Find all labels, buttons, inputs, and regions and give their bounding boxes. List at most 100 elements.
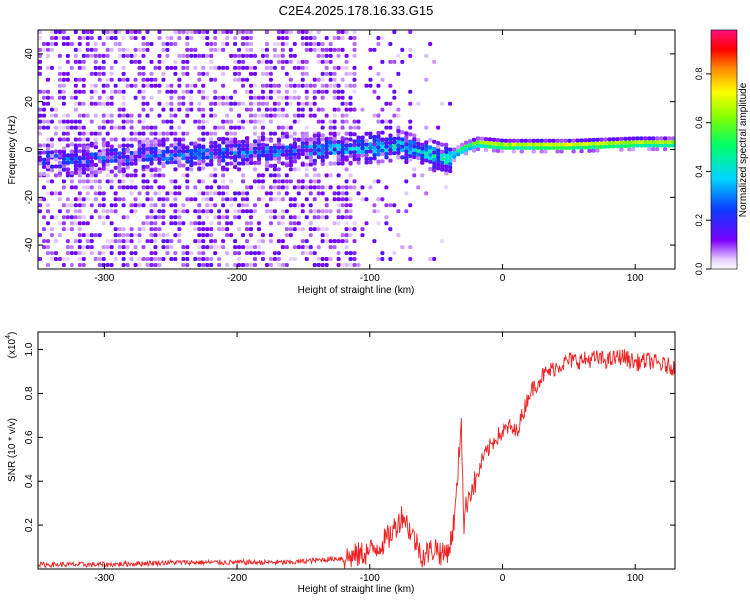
heatmap-noise-cell bbox=[348, 101, 353, 106]
heatmap-noise-cell bbox=[121, 65, 126, 70]
heatmap-noise-cell bbox=[336, 35, 341, 40]
heatmap-ridge-cell bbox=[611, 137, 616, 142]
heatmap-ridge-cell bbox=[364, 153, 369, 158]
heatmap-ridge-cell bbox=[336, 150, 341, 155]
heatmap-ridge-cell bbox=[300, 141, 305, 146]
heatmap-noise-cell bbox=[260, 125, 265, 130]
heatmap-noise-cell bbox=[125, 215, 130, 220]
heatmap-ridge-cell bbox=[65, 153, 71, 158]
heatmap-ridge-cell bbox=[360, 149, 365, 154]
heatmap-ridge-cell bbox=[380, 130, 385, 135]
heatmap-ridge-cell bbox=[463, 147, 469, 152]
heatmap-ridge-cell bbox=[388, 151, 393, 156]
heatmap-noise-cell bbox=[249, 215, 254, 220]
heatmap-noise-cell bbox=[332, 47, 337, 52]
heatmap-noise-cell bbox=[137, 119, 142, 124]
heatmap-noise-cell bbox=[205, 41, 210, 46]
heatmap-noise-cell bbox=[85, 41, 90, 46]
heatmap-noise-cell bbox=[141, 101, 146, 106]
heatmap-noise-cell bbox=[332, 113, 337, 118]
heatmap-noise-cell bbox=[185, 263, 190, 268]
heatmap-ridge-cell bbox=[404, 134, 409, 139]
heatmap-noise-cell bbox=[304, 257, 309, 262]
heatmap-ridge-cell bbox=[145, 164, 150, 169]
heatmap-ridge-cell bbox=[137, 147, 142, 152]
heatmap-ridge-cell bbox=[65, 156, 71, 161]
heatmap-noise-cell bbox=[304, 95, 309, 100]
heatmap-noise-cell bbox=[396, 233, 401, 238]
heatmap-ridge-cell bbox=[539, 142, 544, 147]
heatmap-noise-cell bbox=[292, 203, 297, 208]
heatmap-noise-cell bbox=[392, 59, 397, 64]
heatmap-noise-cell bbox=[268, 185, 273, 190]
heatmap-ridge-cell bbox=[201, 166, 206, 171]
heatmap-noise-cell bbox=[109, 30, 114, 34]
heatmap-noise-cell bbox=[81, 137, 86, 142]
heatmap-noise-cell bbox=[213, 203, 218, 208]
heatmap-noise-cell bbox=[340, 77, 345, 82]
heatmap-noise-cell bbox=[280, 107, 285, 112]
heatmap-ridge-cell bbox=[185, 166, 190, 171]
heatmap-ridge-cell bbox=[555, 138, 560, 143]
heatmap-noise-cell bbox=[296, 227, 301, 232]
heatmap-ridge-cell bbox=[280, 145, 286, 150]
heatmap-noise-cell bbox=[237, 59, 242, 64]
heatmap-noise-cell bbox=[49, 107, 54, 112]
heatmap-noise-cell bbox=[77, 179, 82, 184]
heatmap-noise-cell bbox=[237, 263, 242, 268]
heatmap-noise-cell bbox=[320, 209, 325, 214]
heatmap-ridge-cell bbox=[177, 156, 182, 161]
heatmap-noise-cell bbox=[185, 41, 190, 46]
heatmap-ridge-cell bbox=[428, 159, 433, 164]
heatmap-noise-cell bbox=[209, 113, 214, 118]
heatmap-noise-cell bbox=[173, 137, 178, 142]
heatmap-noise-cell bbox=[340, 89, 345, 94]
heatmap-ridge-cell bbox=[320, 154, 325, 159]
heatmap-ridge-cell bbox=[205, 162, 210, 167]
spectrogram-y-axis-label: Frequency (Hz) bbox=[7, 116, 18, 185]
heatmap-ridge-cell bbox=[149, 168, 154, 173]
heatmap-noise-cell bbox=[372, 203, 377, 208]
heatmap-noise-cell bbox=[161, 221, 166, 226]
heatmap-noise-cell bbox=[165, 119, 170, 124]
heatmap-noise-cell bbox=[324, 233, 329, 238]
heatmap-noise-cell bbox=[45, 65, 50, 70]
heatmap-noise-cell bbox=[41, 119, 46, 124]
heatmap-noise-cell bbox=[177, 191, 182, 196]
heatmap-noise-cell bbox=[396, 125, 401, 130]
heatmap-ridge-cell bbox=[256, 139, 262, 144]
heatmap-noise-cell bbox=[85, 191, 90, 196]
heatmap-noise-cell bbox=[38, 125, 42, 130]
heatmap-ridge-cell bbox=[631, 143, 636, 148]
heatmap-noise-cell bbox=[316, 137, 321, 142]
heatmap-noise-cell bbox=[268, 257, 273, 262]
heatmap-ridge-cell bbox=[340, 150, 345, 155]
heatmap-ridge-cell bbox=[264, 149, 270, 154]
heatmap-noise-cell bbox=[296, 119, 301, 124]
heatmap-noise-cell bbox=[256, 95, 261, 100]
heatmap-noise-cell bbox=[249, 71, 254, 76]
heatmap-noise-cell bbox=[129, 131, 134, 136]
heatmap-noise-cell bbox=[237, 215, 242, 220]
heatmap-noise-cell bbox=[324, 53, 329, 58]
heatmap-noise-cell bbox=[201, 251, 206, 256]
heatmap-noise-cell bbox=[328, 71, 333, 76]
heatmap-ridge-cell bbox=[41, 143, 47, 148]
heatmap-noise-cell bbox=[304, 71, 309, 76]
heatmap-noise-cell bbox=[113, 89, 118, 94]
heatmap-noise-cell bbox=[336, 65, 341, 70]
heatmap-ridge-cell bbox=[336, 147, 341, 152]
heatmap-noise-cell bbox=[133, 209, 138, 214]
svg-text:(x104): (x104) bbox=[5, 332, 18, 359]
heatmap-ridge-cell bbox=[45, 150, 51, 155]
heatmap-ridge-cell bbox=[324, 143, 329, 148]
heatmap-noise-cell bbox=[272, 215, 277, 220]
heatmap-noise-cell bbox=[260, 89, 265, 94]
heatmap-noise-cell bbox=[173, 113, 178, 118]
heatmap-ridge-cell bbox=[651, 147, 656, 152]
heatmap-noise-cell bbox=[97, 191, 102, 196]
heatmap-ridge-cell bbox=[404, 131, 409, 136]
heatmap-noise-cell bbox=[137, 257, 142, 262]
heatmap-noise-cell bbox=[105, 101, 110, 106]
heatmap-noise-cell bbox=[336, 95, 341, 100]
